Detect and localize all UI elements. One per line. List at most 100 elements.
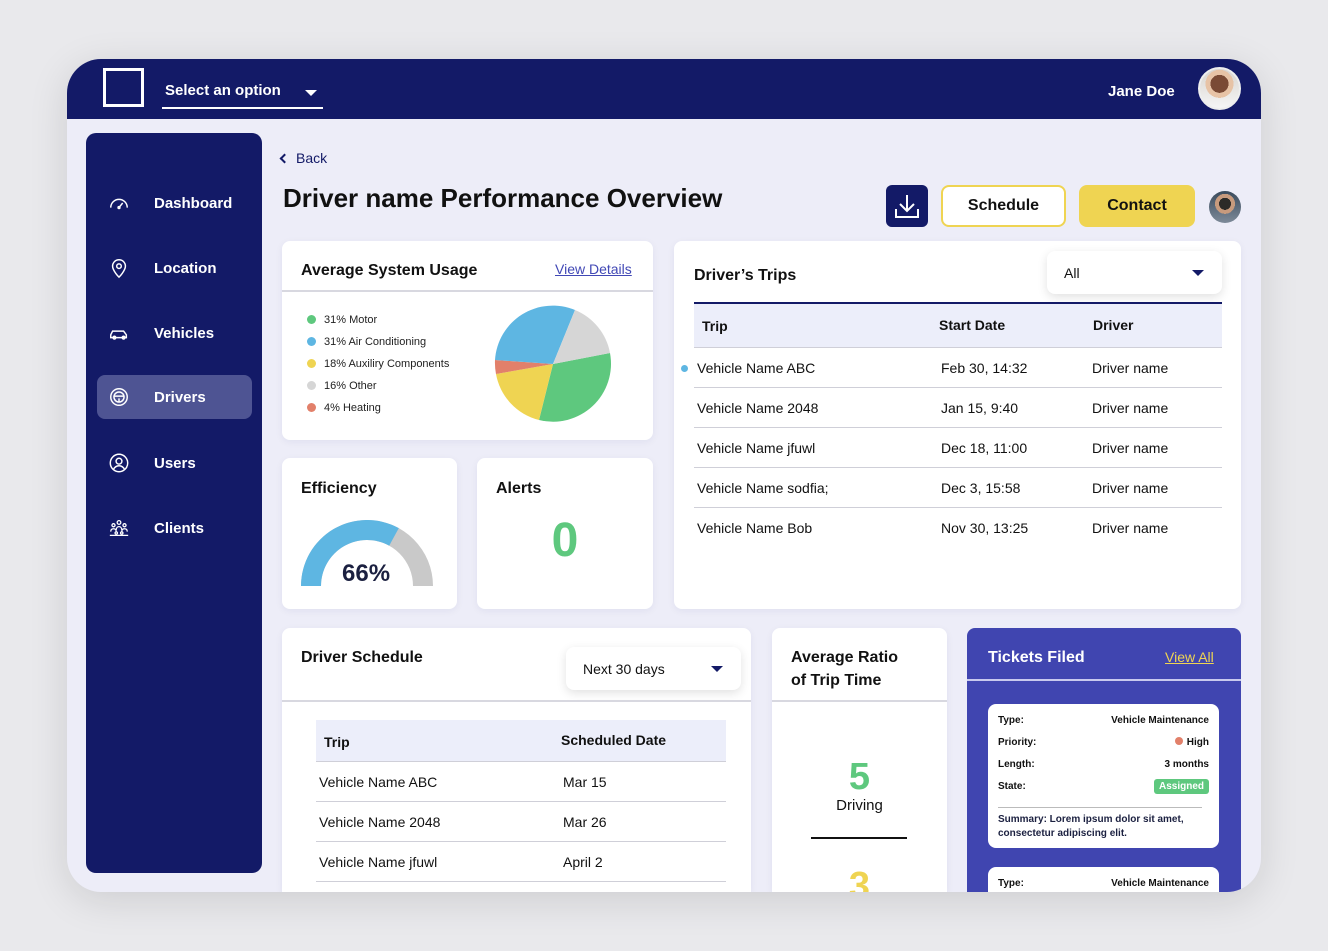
divider: [694, 347, 1222, 348]
back-link[interactable]: Back: [279, 150, 327, 166]
trip-driver: Driver name: [1092, 360, 1169, 376]
divider: [694, 467, 1222, 468]
column-header: Driver: [1093, 317, 1134, 333]
ticket-type-label: Type:: [998, 878, 1024, 889]
sidebar-item-label: Drivers: [154, 389, 206, 406]
schedule-card: Driver Schedule Next 30 days Trip Schedu…: [282, 628, 751, 892]
chevron-down-icon: [1192, 270, 1204, 276]
trips-title: Driver’s Trips: [694, 267, 797, 284]
ticket-card[interactable]: Type: Vehicle Maintenance: [988, 867, 1219, 892]
driving-label: Driving: [836, 797, 883, 814]
divider: [316, 761, 726, 762]
contact-button[interactable]: Contact: [1079, 185, 1195, 227]
divider: [316, 881, 726, 882]
efficiency-value: 66%: [342, 560, 391, 587]
sidebar-item-vehicles[interactable]: Vehicles: [97, 311, 252, 355]
efficiency-card: Efficiency 66%: [282, 458, 457, 609]
sidebar: Dashboard Location Vehicles Drivers User…: [86, 133, 262, 873]
column-header: Trip: [324, 734, 350, 750]
schedule-trip: Vehicle Name jfuwl: [319, 854, 438, 870]
legend-label: 31% Air Conditioning: [324, 336, 427, 348]
schedule-trip: Vehicle Name ABC: [319, 774, 438, 790]
divider: [811, 837, 907, 839]
option-select[interactable]: Select an option: [162, 79, 323, 109]
legend-swatch: [307, 381, 316, 390]
speedometer-icon: [110, 198, 128, 210]
alerts-card: Alerts 0: [477, 458, 653, 609]
group-icon: [109, 520, 129, 536]
view-details-link[interactable]: View Details: [555, 261, 632, 277]
schedule-title: Driver Schedule: [301, 649, 423, 666]
alerts-count: 0: [551, 514, 579, 567]
user-name: Jane Doe: [1108, 83, 1175, 100]
divider: [316, 801, 726, 802]
pie-slice-other: [553, 310, 610, 364]
ticket-length: 3 months: [1164, 759, 1209, 770]
legend-swatch: [307, 403, 316, 412]
trip-driver: Driver name: [1092, 440, 1169, 456]
ratio-card: Average Ratio of Trip Time 5 Driving 3: [772, 628, 947, 892]
schedule-filter-select[interactable]: Next 30 days: [566, 647, 741, 690]
sidebar-item-label: Users: [154, 455, 196, 472]
tickets-panel: Tickets Filed View All Type: Vehicle Mai…: [967, 628, 1241, 892]
trip-date: Jan 15, 9:40: [941, 400, 1019, 416]
trip-driver: Driver name: [1092, 520, 1169, 536]
legend-swatch: [307, 315, 316, 324]
trip-name: Vehicle Name jfuwl: [697, 440, 816, 456]
column-header: Trip: [702, 318, 728, 334]
ticket-type: Vehicle Maintenance: [1111, 715, 1209, 726]
legend-swatch: [307, 337, 316, 346]
sidebar-item-location[interactable]: Location: [97, 246, 252, 290]
schedule-button[interactable]: Schedule: [941, 185, 1066, 227]
ticket-priority: High: [1174, 737, 1209, 748]
sidebar-item-drivers[interactable]: Drivers: [97, 375, 252, 419]
logo-placeholder[interactable]: [103, 68, 144, 107]
trip-driver: Driver name: [1092, 400, 1169, 416]
legend-label: 18% Auxiliry Components: [324, 358, 450, 370]
schedule-date: Mar 26: [563, 814, 607, 830]
view-all-link[interactable]: View All: [1165, 649, 1214, 665]
alerts-title: Alerts: [496, 480, 542, 497]
pie-slice-air-conditioning: [495, 305, 575, 364]
chevron-down-icon: [711, 666, 723, 672]
divider: [772, 700, 947, 702]
selected-row-indicator: [681, 365, 688, 372]
sidebar-item-clients[interactable]: Clients: [97, 506, 252, 550]
sidebar-item-users[interactable]: Users: [97, 441, 252, 485]
status-badge: Assigned: [1153, 779, 1209, 794]
priority-value: High: [1186, 737, 1209, 748]
ticket-card[interactable]: Type: Vehicle Maintenance Priority: High…: [988, 704, 1219, 848]
option-select-label: Select an option: [165, 82, 281, 99]
trips-filter-select[interactable]: All: [1047, 251, 1222, 294]
legend-item: 31% Motor: [307, 314, 377, 326]
legend-item: 16% Other: [307, 380, 377, 392]
chevron-left-icon: [279, 153, 290, 164]
page-title: Driver name Performance Overview: [283, 183, 723, 213]
usage-pie-chart: [494, 305, 611, 422]
ratio-title-line2: of Trip Time: [791, 672, 882, 689]
divider: [998, 807, 1202, 808]
divider: [967, 679, 1241, 681]
usage-title: Average System Usage: [301, 262, 478, 279]
trip-name: Vehicle Name 2048: [697, 400, 819, 416]
download-button[interactable]: [886, 185, 928, 227]
divider: [316, 841, 726, 842]
pie-slice-heating: [494, 360, 553, 374]
divider: [694, 427, 1222, 428]
trip-date: Dec 18, 11:00: [941, 440, 1028, 456]
top-bar: Select an option Jane Doe: [67, 59, 1261, 119]
driving-value: 5: [848, 756, 871, 798]
pie-slice-motor: [539, 353, 611, 422]
efficiency-title: Efficiency: [301, 480, 377, 497]
ticket-type: Vehicle Maintenance: [1111, 878, 1209, 889]
column-header: Start Date: [939, 317, 1006, 333]
schedule-table-header: Trip Scheduled Date: [316, 720, 726, 761]
legend-label: 16% Other: [324, 380, 377, 392]
divider: [694, 507, 1222, 508]
driver-avatar[interactable]: [1209, 191, 1241, 223]
sidebar-item-dashboard[interactable]: Dashboard: [97, 181, 252, 225]
schedule-date: Mar 15: [563, 774, 607, 790]
trips-card: Driver’s Trips All Trip Start Date Drive…: [674, 241, 1241, 609]
user-circle-icon: [109, 453, 129, 473]
user-avatar[interactable]: [1198, 67, 1241, 110]
